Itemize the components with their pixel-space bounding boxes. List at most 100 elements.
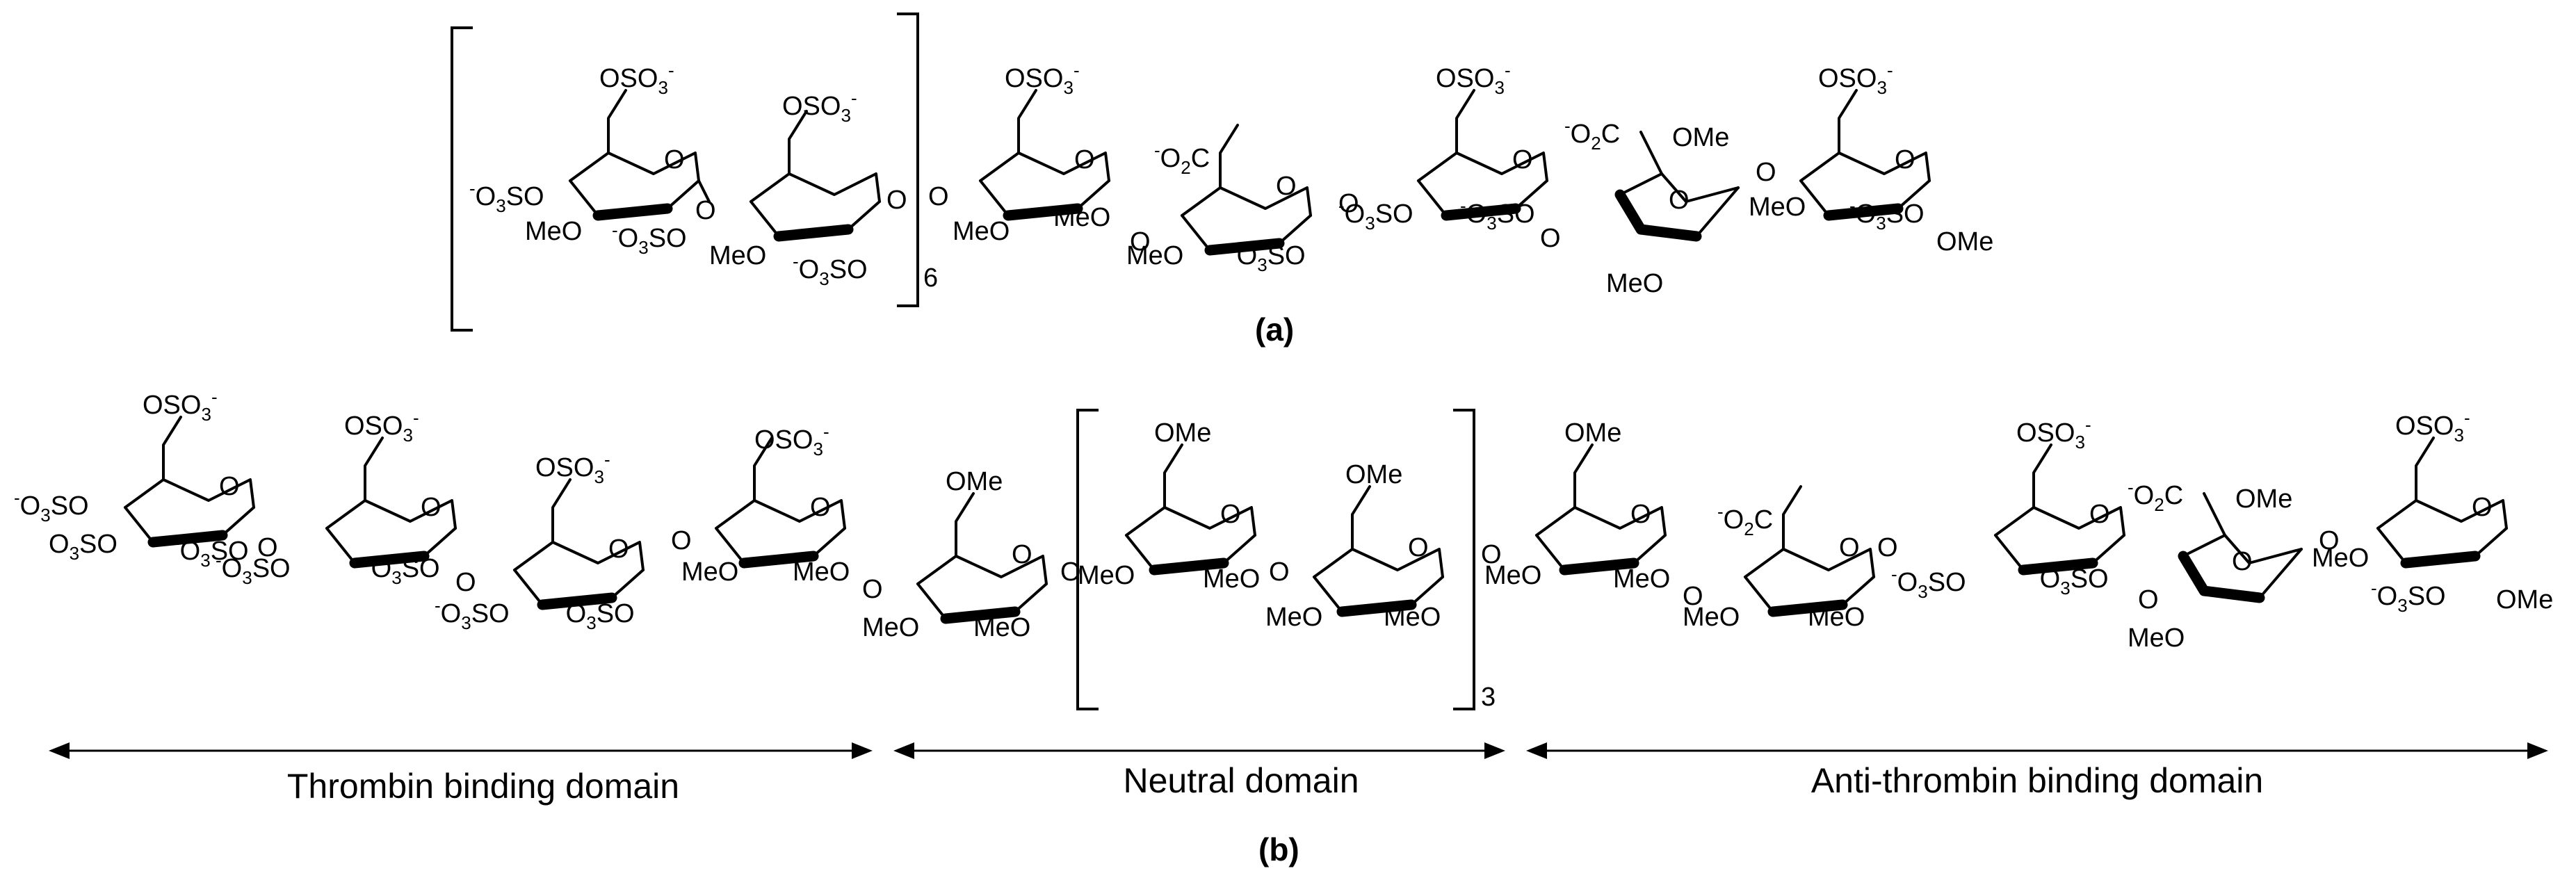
sugar-unit-a4: -O2C O MeO -O3SO [1126,125,1311,275]
ring-oxygen: O [219,472,240,501]
sugar-unit-a6: -O2C OMe O MeO [1564,115,1740,298]
ring-oxygen: O [1074,145,1095,174]
sugar-unit-b8: OMe O MeO MeO [1484,418,1670,594]
substituent-o2c: -O2C [1154,140,1210,178]
substituent-meo-2: MeO [1613,564,1670,594]
substituent-o3so-2: -O3SO [1460,195,1535,234]
substituent-meo: MeO [1078,561,1135,590]
glycosidic-oxygen: O [1481,540,1502,569]
substituent-oso3: OSO3- [599,60,674,98]
ring-oxygen: O [1669,186,1690,215]
substituent-meo: MeO [1749,193,1806,222]
domain-arrow-antithrombin [1526,742,2548,759]
substituent-ome-end: OMe [1936,227,1993,256]
ring-oxygen: O [608,535,629,564]
substituent-meo-2: MeO [1203,564,1260,594]
glycosidic-oxygen: O [257,533,278,562]
substituent-o3so: -O3SO [1231,237,1306,275]
ring-oxygen: O [1895,145,1915,174]
substituent-o3so: -O3SO [1849,195,1925,234]
panel-a-caption: (a) [1255,311,1294,348]
substituent-oso3: OSO3- [1005,60,1080,98]
substituent-oso3: OSO3- [344,407,419,446]
domain-arrow-thrombin [49,742,873,759]
sugar-unit-a3: OSO3- O MeO MeO [953,60,1110,246]
substituent-o2c: -O2C [2128,477,2183,515]
domain-label-thrombin: Thrombin binding domain [287,767,679,806]
ring-oxygen: O [2089,500,2110,529]
substituent-oso3: OSO3- [143,386,218,425]
substituent-ome-end: OMe [2496,585,2553,614]
ring-oxygen: O [1012,540,1032,569]
glycosidic-oxygen: O [455,568,476,597]
sugar-unit-b10: OSO3- O -O3SO -O3SO [1891,414,2124,602]
substituent-meo: MeO [1606,269,1663,298]
substituent-o3so: -O3SO [2371,578,2446,616]
panel-a: 6 OSO3- O -O3SO MeO -O3SO O OSO3- O MeO … [451,13,1993,348]
substituent-oso3: OSO3- [2395,407,2470,446]
sugar-unit-a7: OSO3- O MeO -O3SO OMe [1749,60,1993,256]
ring-oxygen: O [1839,533,1860,562]
substituent-meo: MeO [525,217,582,246]
ring-oxygen: O [2232,547,2253,576]
substituent-meo-2: MeO [1384,603,1441,632]
substituent-meo: MeO [681,557,738,587]
glycosidic-oxygen: O [1756,158,1776,187]
substituent-o3so: -O3SO [1891,564,1966,602]
substituent-o3so: -O3SO [793,251,868,289]
sugar-unit-b2: OSO3- O -O3SO -O3SO [216,407,455,588]
panel-b-caption: (b) [1258,831,1299,867]
glycosidic-oxygen: O [1877,533,1898,562]
substituent-meo: MeO [709,241,766,270]
sugar-unit-b4: OSO3- O MeO MeO [681,421,850,587]
substituent-ome: OMe [946,467,1003,496]
substituent-meo: MeO [1484,561,1541,590]
substituent-ome: OMe [1672,123,1729,152]
substituent-o3so: -O3SO [1338,195,1413,234]
substituent-ome: OMe [2235,484,2292,514]
substituent-meo: MeO [2128,624,2185,653]
domain-label-antithrombin: Anti-thrombin binding domain [1811,761,2263,800]
substituent-meo: MeO [862,613,919,642]
substituent-oso3: OSO3- [782,88,857,126]
substituent-ome: OMe [1345,460,1402,489]
substituent-oso3: OSO3- [754,421,829,459]
repeat-bracket-right-a [897,13,919,307]
substituent-o3so: -O3SO [469,178,544,216]
substituent-meo: MeO [1265,603,1322,632]
substituent-meo-2: MeO [793,557,850,587]
substituent-o2c: -O2C [1717,501,1773,539]
glycosidic-oxygen: O [1540,224,1561,253]
sugar-unit-b1: OSO3- O -O3SO O3SO -O3SO [14,386,254,571]
substituent-oso3: OSO3- [535,449,610,487]
glycosidic-oxygen: O [2319,526,2340,555]
glycosidic-oxygen: O [1130,227,1151,256]
sugar-unit-b12: OSO3- O MeO -O3SO OMe [2312,407,2553,616]
substituent-o3so-2: O3SO [49,530,118,564]
substituent-ome: OMe [1154,418,1211,448]
ring-oxygen: O [886,186,907,215]
ring-oxygen: O [421,493,442,522]
domain-arrow-neutral [893,742,1505,759]
repeat-bracket-left-b [1076,409,1099,710]
substituent-o3so-2: -O3SO [365,550,440,588]
substituent-o3so-2: -O3SO [612,220,687,258]
glycosidic-oxygen: O [928,182,949,211]
sugar-unit-b9: -O2C O MeO MeO [1683,487,1874,632]
substituent-meo: MeO [2312,544,2369,573]
ring-oxygen: O [810,493,831,522]
ring-oxygen: O [1408,533,1429,562]
substituent-o3so-3: -O3SO [174,532,249,571]
repeat-count-a: 6 [923,263,938,293]
glycosidic-oxygen: O [1269,557,1290,587]
sugar-unit-b6: OMe O MeO MeO [1078,418,1260,594]
sugar-unit-a1: OSO3- O -O3SO MeO -O3SO [469,60,699,258]
sugar-unit-b11: -O2C OMe O MeO [2128,477,2303,653]
glycosidic-oxygen: O [1060,557,1081,587]
substituent-o3so: -O3SO [14,487,89,525]
ring-oxygen: O [1512,145,1533,174]
ring-oxygen: O [1630,500,1651,529]
substituent-meo-2: MeO [1053,203,1110,232]
panel-b: 3 OSO3- O -O3SO O3SO -O3SO O OSO3- O -O3… [14,386,2553,867]
